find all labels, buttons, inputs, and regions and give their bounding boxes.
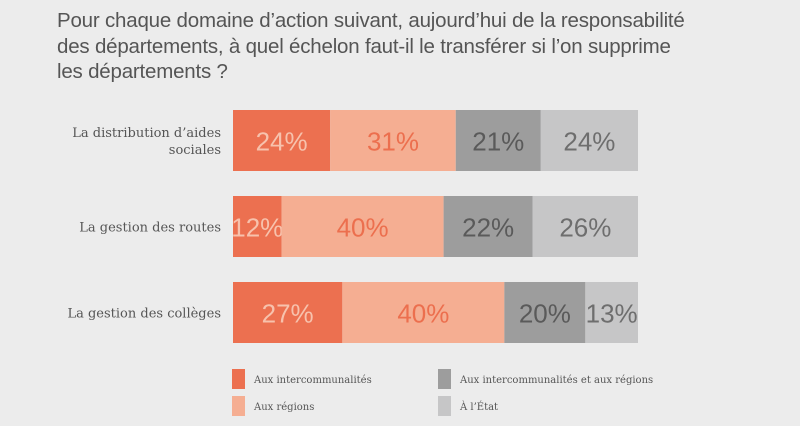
bar-segment xyxy=(585,282,638,343)
category-label: La gestion des collèges xyxy=(67,307,221,322)
data-label: 24% xyxy=(256,127,308,157)
legend-label: À l’État xyxy=(459,401,498,413)
data-label: 21% xyxy=(472,127,524,157)
chart-title-line: Pour chaque domaine d’action suivant, au… xyxy=(57,9,685,32)
category-label: sociales xyxy=(169,143,221,158)
data-label: 20% xyxy=(519,299,571,329)
data-label: 27% xyxy=(262,299,314,329)
bar-segment xyxy=(281,196,444,257)
bar-segment xyxy=(342,282,505,343)
legend-label: Aux intercommunalités xyxy=(253,375,372,386)
legend-swatch xyxy=(438,396,451,416)
data-label: 31% xyxy=(367,127,419,157)
chart-title-line: les départements ? xyxy=(57,60,228,83)
chart-title-line: des départements, à quel échelon faut-il… xyxy=(57,34,671,58)
legend: Aux intercommunalités Aux régions Aux inte… xyxy=(232,369,653,416)
legend-swatch xyxy=(438,369,451,389)
data-label: 24% xyxy=(563,127,615,157)
bar-segment xyxy=(330,110,456,171)
bar-segment xyxy=(532,196,638,257)
category-label: La distribution d’aides xyxy=(72,126,221,141)
category-labels: La distribution d’aides sociales La gestio… xyxy=(67,126,221,322)
data-label: 12% xyxy=(231,213,283,243)
bar-segment xyxy=(504,282,586,343)
bar-segment xyxy=(455,110,541,171)
data-label: 13% xyxy=(586,299,638,329)
bars-group: 24% 31% 21% 24% 12% 40% 22% 26% 27% 40% 20% 13% xyxy=(231,110,638,343)
data-label: 40% xyxy=(397,299,449,329)
data-label: 26% xyxy=(559,213,611,243)
legend-label: Aux régions xyxy=(253,402,314,413)
bar-segment xyxy=(540,110,638,171)
bar-segment xyxy=(233,282,343,343)
data-label: 22% xyxy=(462,213,514,243)
bar-segment xyxy=(443,196,533,257)
chart-title: Pour chaque domaine d’action suivant, au… xyxy=(57,8,757,85)
category-label: La gestion des routes xyxy=(79,221,221,236)
data-label: 40% xyxy=(337,213,389,243)
legend-swatch xyxy=(232,369,245,389)
legend-swatch xyxy=(232,396,245,416)
bar-segment xyxy=(233,196,282,257)
bar-segment xyxy=(233,110,331,171)
legend-label: Aux intercommunalités et aux régions xyxy=(459,375,653,386)
